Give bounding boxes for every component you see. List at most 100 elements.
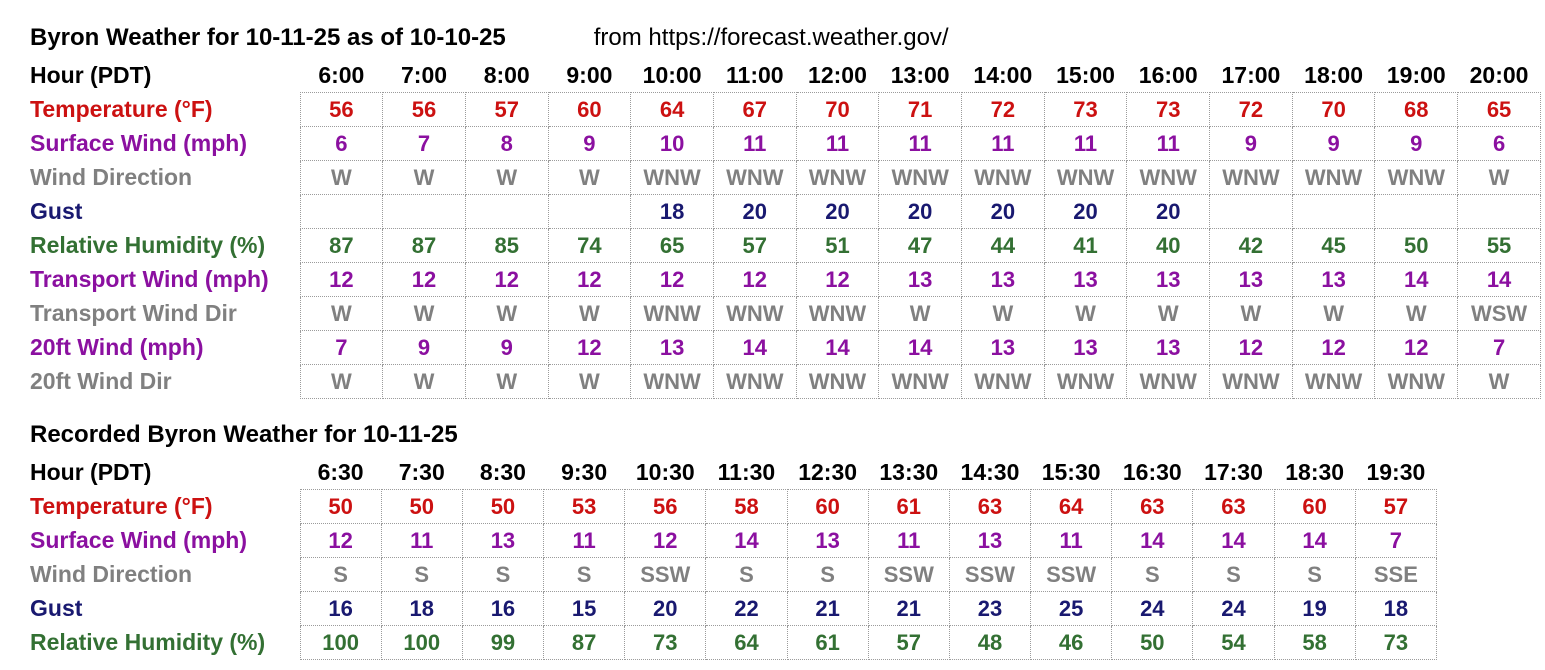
data-cell: 13 (878, 262, 962, 297)
data-cell: WNW (1209, 364, 1293, 399)
table-row: Transport Wind (mph) 12 12 12 12 12 12 12 13 13 13… (30, 262, 1541, 297)
data-cell: WNW (795, 296, 880, 331)
data-cell: 13 (1126, 330, 1211, 365)
data-cell: 71 (878, 92, 962, 127)
data-cell: W (1374, 296, 1459, 331)
data-cell: 18 (380, 591, 463, 626)
data-cell: 73 (1354, 625, 1438, 660)
data-cell: 13 (1043, 330, 1128, 365)
data-cell: 11 (1043, 126, 1128, 161)
recorded-table: Hour (PDT) 6:30 7:30 8:30 9:30 10:30 11:30 12:3… (30, 456, 1438, 660)
data-cell: 100 (380, 625, 463, 660)
recorded-title: Recorded Byron Weather for 10-11-25 (30, 421, 458, 448)
source-url: from https://forecast.weather.gov/ (593, 24, 949, 51)
data-cell: 53 (543, 489, 626, 524)
data-cell: 15 (543, 591, 626, 626)
data-cell: 13 (630, 330, 714, 365)
forecast-title: Byron Weather for 10-11-25 as of 10-10-2… (30, 24, 506, 51)
hour-header-cell: 15:30 (1041, 459, 1101, 485)
data-cell: 45 (1291, 228, 1376, 263)
data-cell: W (464, 160, 549, 195)
data-cell: 12 (1209, 330, 1293, 365)
data-cell: 23 (948, 591, 1032, 626)
forecast-table: Hour (PDT) 6:00 7:00 8:00 9:00 10:00 11:00 12:0… (30, 59, 1541, 399)
data-cell: 8 (464, 126, 549, 161)
data-cell: WNW (1374, 160, 1459, 195)
data-cell: 51 (795, 228, 880, 263)
data-cell: 56 (299, 92, 384, 127)
data-cell: S (1111, 557, 1194, 592)
data-cell: 12 (382, 262, 466, 297)
data-cell: 21 (867, 591, 950, 626)
row-label: Transport Wind (mph) (30, 266, 269, 292)
row-label: Wind Direction (30, 164, 193, 190)
data-cell: 13 (1126, 262, 1211, 297)
data-cell: WNW (630, 296, 714, 331)
data-cell: 9 (1291, 126, 1376, 161)
data-cell: 64 (630, 92, 714, 127)
data-cell: 14 (712, 330, 797, 365)
data-cell: 48 (948, 625, 1032, 660)
row-label: Relative Humidity (%) (30, 629, 266, 655)
data-cell: 46 (1030, 625, 1113, 660)
data-cell: 9 (464, 330, 549, 365)
table-row: Gust 18 20 20 20 20 20 20 (30, 194, 1541, 229)
data-cell: 9 (1374, 126, 1459, 161)
data-cell: SSW (1030, 557, 1113, 592)
hour-header-cell: 11:00 (726, 62, 784, 88)
row-label: Gust (30, 198, 83, 224)
data-cell: 73 (1126, 92, 1211, 127)
hour-header-cell: 14:30 (960, 459, 1020, 485)
data-cell: 20 (1126, 194, 1211, 229)
data-cell: 22 (705, 591, 788, 626)
table-row: Relative Humidity (%) 100 100 99 87 73 64 61 57 4… (30, 625, 1438, 660)
data-cell: 70 (1291, 92, 1376, 127)
data-cell: 58 (705, 489, 788, 524)
data-cell: 64 (705, 625, 788, 660)
data-cell (547, 194, 632, 229)
data-cell: 61 (867, 489, 950, 524)
data-cell: 13 (1291, 262, 1376, 297)
hour-header-cell: 8:00 (483, 62, 530, 88)
data-cell: 18 (1354, 591, 1438, 626)
data-cell: WNW (1043, 364, 1128, 399)
data-cell: S (543, 557, 626, 592)
recorded-header: Recorded Byron Weather for 10-11-25 (30, 421, 1545, 456)
row-label: Wind Direction (30, 561, 193, 587)
table-row: Surface Wind (mph) 6 7 8 9 10 11 11 11 11 11 11 9 9 9 6 (30, 126, 1541, 161)
data-cell: WNW (1126, 160, 1211, 195)
hour-header-cell: 13:30 (879, 459, 939, 485)
data-cell: 50 (380, 489, 463, 524)
table-row: Surface Wind (mph) 12 11 13 11 12 14 13 11 13 11 14… (30, 523, 1438, 558)
data-cell: 57 (1354, 489, 1438, 524)
hour-header-cell: 9:30 (561, 459, 608, 485)
hour-header-cell: 10:30 (635, 459, 695, 485)
data-cell: 20 (878, 194, 962, 229)
data-cell: 10 (630, 126, 714, 161)
hour-header-row: Hour (PDT) 6:00 7:00 8:00 9:00 10:00 11:00 12:0… (30, 59, 1541, 93)
data-cell: 57 (464, 92, 549, 127)
data-cell: 11 (543, 523, 626, 558)
table-row: Transport Wind Dir W W W W WNW WNW WNW W W W W W W W WS… (30, 296, 1541, 331)
data-cell: WNW (630, 364, 714, 399)
data-cell: 14 (1192, 523, 1275, 558)
data-cell: WNW (878, 160, 962, 195)
data-cell: 14 (878, 330, 962, 365)
data-cell: 7 (299, 330, 384, 365)
data-cell: 13 (961, 330, 1045, 365)
data-cell: 11 (867, 523, 950, 558)
data-cell: W (1457, 160, 1541, 195)
data-cell (1291, 194, 1376, 229)
data-cell: 6 (299, 126, 384, 161)
data-cell: 99 (461, 625, 545, 660)
data-cell: 20 (1043, 194, 1128, 229)
data-cell: 11 (1030, 523, 1113, 558)
data-cell: 74 (547, 228, 632, 263)
data-cell: WNW (712, 296, 797, 331)
data-cell: 7 (1354, 523, 1438, 558)
hour-header-cell: 15:00 (1056, 62, 1115, 88)
hour-label: Hour (PDT) (30, 62, 152, 89)
data-cell: 16 (299, 591, 382, 626)
hour-header-cell: 12:30 (798, 459, 858, 485)
data-cell: 12 (795, 262, 880, 297)
